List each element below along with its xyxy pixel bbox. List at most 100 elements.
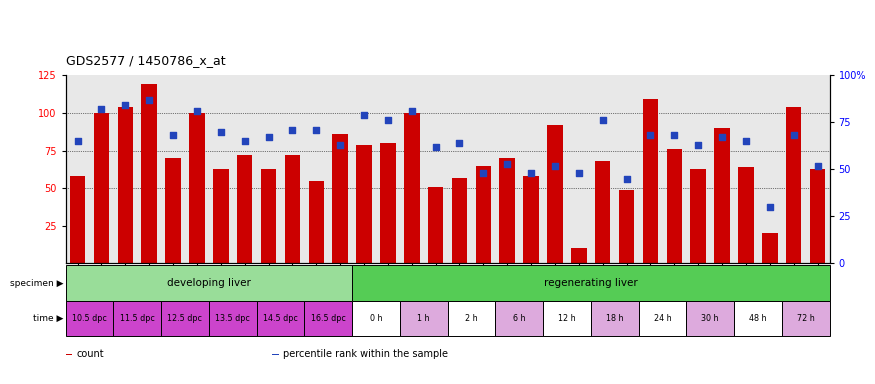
- Bar: [452, 178, 467, 263]
- Text: 12 h: 12 h: [558, 314, 576, 323]
- Text: 16.5 dpc: 16.5 dpc: [311, 314, 346, 323]
- Bar: [189, 113, 205, 263]
- Bar: [332, 134, 348, 263]
- Bar: [476, 166, 491, 263]
- Bar: [690, 169, 706, 263]
- Bar: [261, 169, 276, 263]
- Bar: [667, 149, 682, 263]
- Bar: [66, 354, 73, 355]
- Bar: [809, 169, 825, 263]
- Point: [357, 112, 371, 118]
- Text: 13.5 dpc: 13.5 dpc: [215, 314, 250, 323]
- Point: [787, 132, 801, 139]
- Bar: [66, 265, 352, 301]
- Point: [643, 132, 657, 139]
- Bar: [114, 301, 161, 336]
- Point: [142, 97, 156, 103]
- Bar: [786, 107, 802, 263]
- Text: developing liver: developing liver: [167, 278, 251, 288]
- Bar: [547, 125, 563, 263]
- Text: percentile rank within the sample: percentile rank within the sample: [283, 349, 448, 359]
- Bar: [448, 301, 495, 336]
- Bar: [304, 301, 352, 336]
- Bar: [591, 301, 639, 336]
- Bar: [571, 248, 586, 263]
- Point: [94, 106, 108, 112]
- Point: [524, 170, 538, 176]
- Bar: [237, 155, 252, 263]
- Point: [763, 204, 777, 210]
- Point: [476, 170, 490, 176]
- Point: [118, 102, 132, 108]
- Bar: [686, 301, 734, 336]
- Text: 48 h: 48 h: [749, 314, 766, 323]
- Point: [333, 142, 347, 148]
- Point: [452, 140, 466, 146]
- Point: [810, 162, 824, 169]
- Bar: [352, 265, 830, 301]
- Text: 11.5 dpc: 11.5 dpc: [120, 314, 155, 323]
- Bar: [619, 190, 634, 263]
- Bar: [356, 144, 372, 263]
- Text: 12.5 dpc: 12.5 dpc: [167, 314, 202, 323]
- Text: specimen ▶: specimen ▶: [10, 278, 64, 288]
- Bar: [500, 158, 515, 263]
- Bar: [272, 354, 279, 355]
- Text: 14.5 dpc: 14.5 dpc: [263, 314, 298, 323]
- Point: [309, 127, 323, 133]
- Point: [620, 176, 634, 182]
- Text: regenerating liver: regenerating liver: [544, 278, 638, 288]
- Bar: [595, 161, 611, 263]
- Text: 18 h: 18 h: [606, 314, 623, 323]
- Bar: [284, 155, 300, 263]
- Text: 6 h: 6 h: [513, 314, 525, 323]
- Point: [238, 138, 252, 144]
- Text: 72 h: 72 h: [797, 314, 815, 323]
- Bar: [714, 128, 730, 263]
- Point: [214, 129, 228, 135]
- Point: [381, 118, 395, 124]
- Bar: [639, 301, 686, 336]
- Text: count: count: [76, 349, 104, 359]
- Bar: [738, 167, 753, 263]
- Bar: [117, 107, 133, 263]
- Point: [548, 162, 562, 169]
- Bar: [256, 301, 304, 336]
- Text: 2 h: 2 h: [466, 314, 478, 323]
- Point: [596, 118, 610, 124]
- Point: [715, 134, 729, 141]
- Point: [572, 170, 586, 176]
- Point: [691, 142, 705, 148]
- Bar: [213, 169, 228, 263]
- Point: [71, 138, 85, 144]
- Point: [166, 132, 180, 139]
- Bar: [309, 180, 324, 263]
- Point: [262, 134, 276, 141]
- Text: 24 h: 24 h: [654, 314, 671, 323]
- Bar: [70, 176, 86, 263]
- Bar: [66, 301, 114, 336]
- Point: [190, 108, 204, 114]
- Bar: [781, 301, 830, 336]
- Bar: [543, 301, 591, 336]
- Text: 1 h: 1 h: [417, 314, 430, 323]
- Bar: [165, 158, 181, 263]
- Text: 10.5 dpc: 10.5 dpc: [72, 314, 107, 323]
- Bar: [380, 143, 396, 263]
- Point: [285, 127, 299, 133]
- Text: time ▶: time ▶: [33, 314, 64, 323]
- Bar: [643, 99, 658, 263]
- Bar: [404, 113, 419, 263]
- Bar: [523, 176, 539, 263]
- Point: [405, 108, 419, 114]
- Text: GDS2577 / 1450786_x_at: GDS2577 / 1450786_x_at: [66, 54, 225, 67]
- Point: [668, 132, 682, 139]
- Bar: [142, 84, 157, 263]
- Point: [739, 138, 753, 144]
- Bar: [161, 301, 209, 336]
- Bar: [209, 301, 256, 336]
- Bar: [495, 301, 543, 336]
- Bar: [94, 113, 109, 263]
- Text: 30 h: 30 h: [702, 314, 719, 323]
- Bar: [734, 301, 781, 336]
